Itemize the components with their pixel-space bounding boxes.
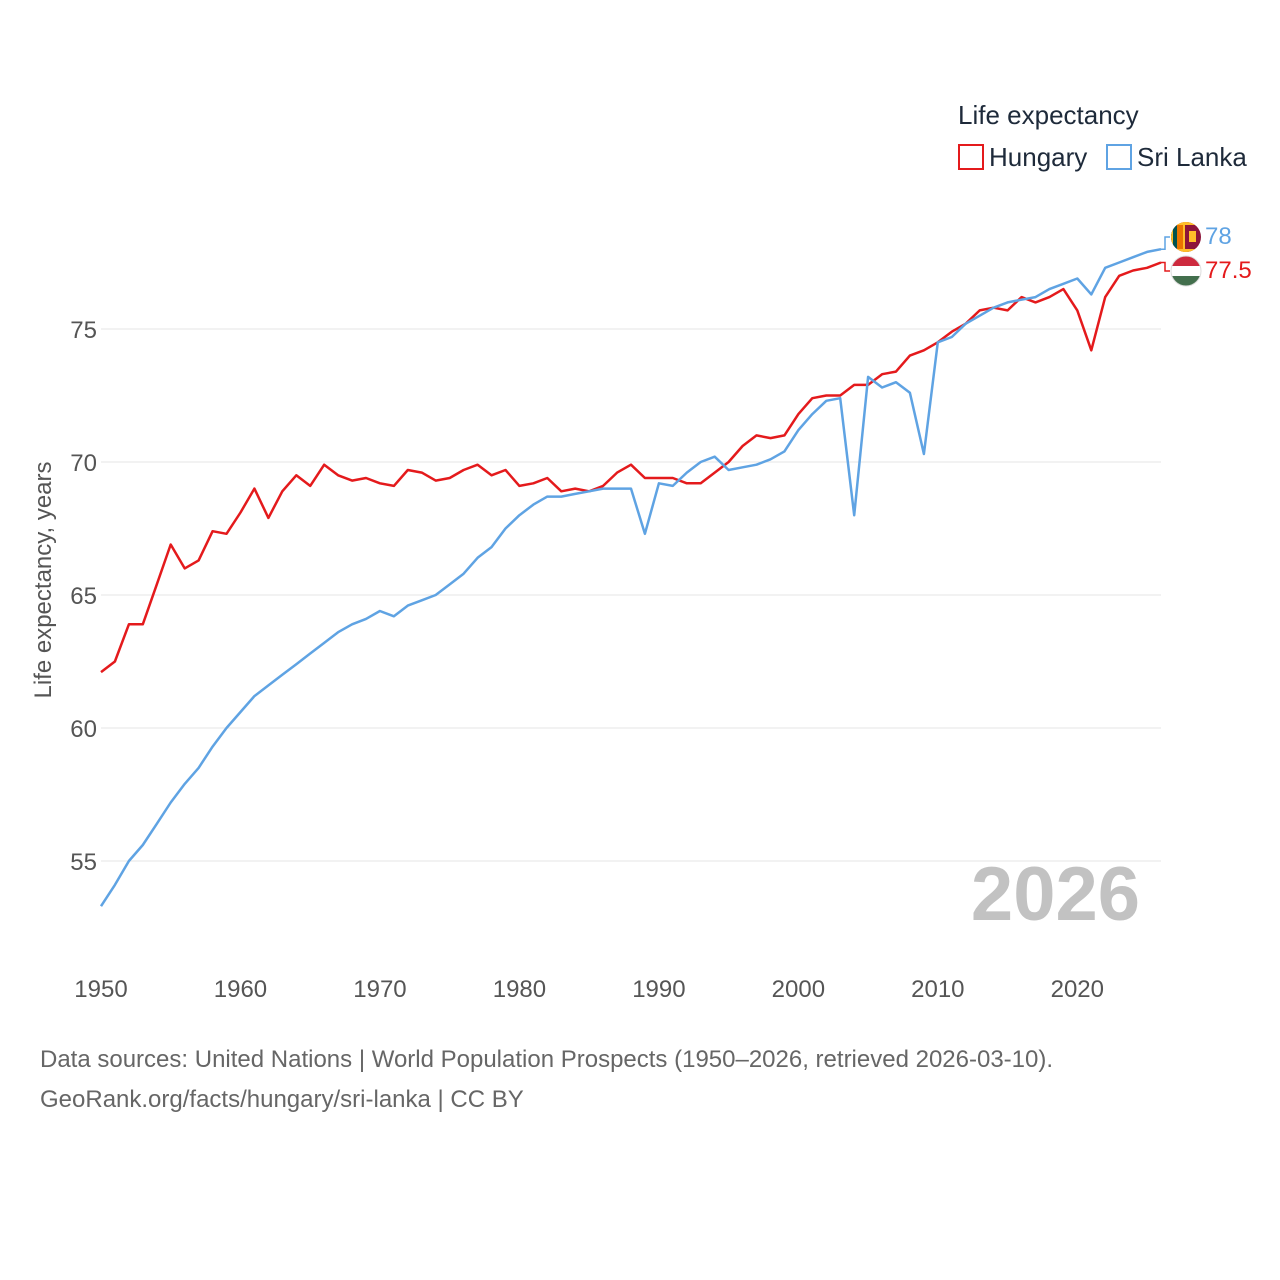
series-line-sri-lanka[interactable]	[99, 247, 1162, 907]
x-tick-label: 1950	[74, 976, 127, 1003]
year-watermark: 2026	[971, 852, 1140, 937]
attribution-text: GeoRank.org/facts/hungary/sri-lanka | CC…	[40, 1086, 524, 1113]
legend-title: Life expectancy	[958, 100, 1139, 130]
x-tick-label: 2000	[772, 976, 825, 1003]
sri-lanka-end-value: 78	[1205, 223, 1232, 250]
series-line-hungary[interactable]	[100, 261, 1162, 674]
hungary-flag-border	[1170, 255, 1202, 287]
hungary-end-value: 77.5	[1205, 257, 1252, 284]
legend-label-hungary: Hungary	[989, 142, 1087, 172]
legend-item-sri-lanka[interactable]: Sri Lanka	[1106, 142, 1247, 172]
y-tick-label: 75	[70, 317, 97, 344]
x-tick-label: 1960	[214, 976, 267, 1003]
line-chart: 55 60 65 70 75 1950 1960 1970 1980 1990 2000 2010 2…	[30, 100, 1252, 1003]
x-tick-label: 1980	[493, 976, 546, 1003]
legend-swatch-sri-lanka	[1106, 144, 1132, 170]
legend: Life expectancy Hungary Sri Lanka	[958, 100, 1247, 172]
x-tick-label: 1970	[353, 976, 406, 1003]
x-axis-ticks: 1950 1960 1970 1980 1990 2000 2010 2020	[74, 976, 1104, 1003]
y-tick-label: 55	[70, 849, 97, 876]
y-tick-label: 65	[70, 583, 97, 610]
x-tick-label: 2010	[911, 976, 964, 1003]
gridlines	[101, 328, 1161, 862]
legend-label-sri-lanka: Sri Lanka	[1137, 142, 1247, 172]
sri-lanka-end-connector	[1161, 236, 1170, 250]
sri-lanka-flag-icon	[1171, 222, 1201, 252]
footer: Data sources: United Nations | World Pop…	[40, 1040, 1053, 1120]
series-lines	[99, 247, 1162, 907]
legend-swatch-hungary	[958, 144, 984, 170]
legend-item-hungary[interactable]: Hungary	[958, 142, 1087, 172]
x-tick-label: 1990	[632, 976, 685, 1003]
y-axis-ticks: 55 60 65 70 75	[70, 317, 97, 876]
y-tick-label: 60	[70, 716, 97, 743]
x-tick-label: 2020	[1051, 976, 1104, 1003]
hungary-flag-icon	[1171, 256, 1201, 286]
y-axis-label: Life expectancy, years	[30, 461, 57, 698]
hungary-end-connector	[1161, 261, 1170, 272]
data-source-text: Data sources: United Nations | World Pop…	[40, 1046, 1054, 1073]
y-tick-label: 70	[70, 450, 97, 477]
